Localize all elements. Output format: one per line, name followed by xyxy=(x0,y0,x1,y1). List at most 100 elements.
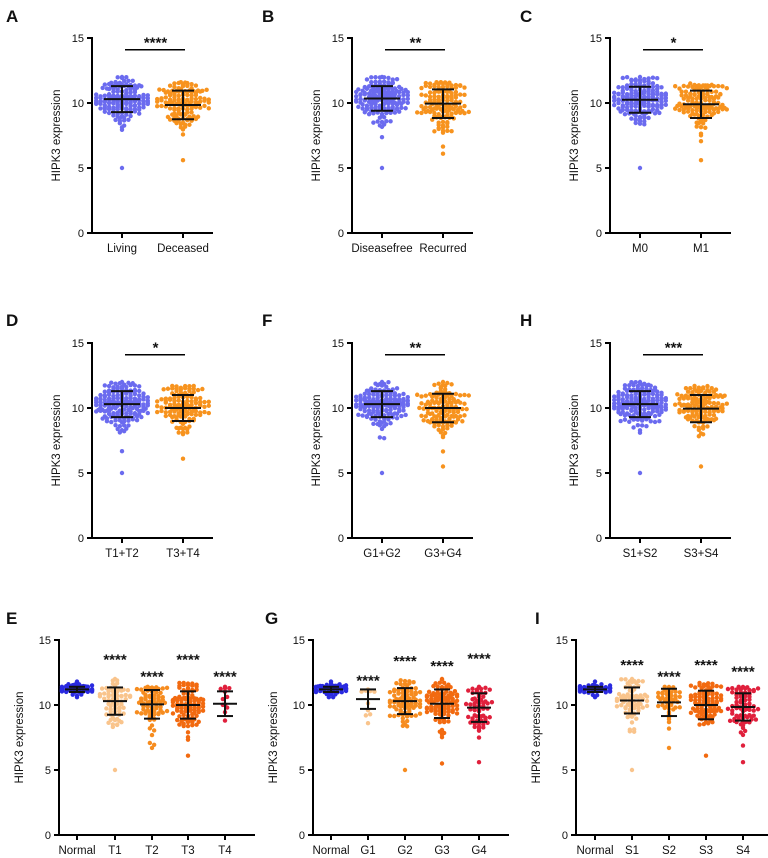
data-point xyxy=(111,93,116,98)
data-point xyxy=(454,698,460,704)
data-point xyxy=(698,464,704,469)
data-point xyxy=(634,693,639,699)
y-tick-label: 15 xyxy=(590,338,602,350)
data-point xyxy=(437,680,443,685)
significance-stars: *** xyxy=(665,340,683,357)
data-point xyxy=(377,123,383,128)
data-point xyxy=(453,391,459,397)
significance-stars: **** xyxy=(140,669,164,686)
data-point xyxy=(481,694,486,699)
data-point xyxy=(640,679,645,684)
x-tick-label: G2 xyxy=(397,845,412,857)
data-point xyxy=(364,388,370,393)
data-point xyxy=(445,119,450,125)
data-point xyxy=(655,398,660,403)
data-point xyxy=(472,707,477,713)
data-point xyxy=(198,95,203,101)
data-point xyxy=(449,382,454,387)
significance-stars: **** xyxy=(393,653,417,670)
data-point xyxy=(614,696,620,702)
data-point xyxy=(455,398,461,404)
y-tick-label: 15 xyxy=(72,33,84,45)
data-point xyxy=(400,716,406,721)
data-point xyxy=(108,707,113,712)
data-point xyxy=(620,88,625,93)
data-point xyxy=(703,753,709,758)
data-point xyxy=(423,105,428,110)
data-point xyxy=(708,709,713,714)
data-point xyxy=(663,395,668,401)
data-point xyxy=(124,88,129,93)
data-point xyxy=(172,414,177,419)
data-point xyxy=(427,81,433,86)
data-point xyxy=(427,84,433,90)
data-point xyxy=(690,108,695,113)
data-point xyxy=(191,390,196,395)
data-point xyxy=(478,697,484,703)
data-point xyxy=(100,85,105,91)
data-point xyxy=(106,396,112,401)
data-point xyxy=(387,713,393,719)
data-point xyxy=(714,695,719,700)
data-point xyxy=(424,698,430,703)
data-point xyxy=(110,681,116,686)
data-point xyxy=(679,393,684,399)
y-tick-label: 5 xyxy=(596,163,602,175)
data-point xyxy=(394,386,400,391)
data-point xyxy=(476,735,482,740)
data-point xyxy=(624,105,630,110)
data-point xyxy=(379,165,385,171)
data-point xyxy=(624,74,630,80)
data-point xyxy=(366,391,372,397)
data-point xyxy=(400,719,406,724)
data-point xyxy=(681,402,686,407)
data-point xyxy=(633,380,638,385)
data-point xyxy=(185,97,190,103)
data-point xyxy=(362,408,367,414)
data-point xyxy=(436,125,441,131)
data-point xyxy=(417,698,423,703)
data-point xyxy=(187,424,192,429)
data-point xyxy=(668,693,674,698)
data-point xyxy=(436,120,441,125)
data-point xyxy=(167,83,173,88)
data-point xyxy=(111,393,116,399)
data-point xyxy=(436,84,441,90)
data-point xyxy=(627,688,633,693)
significance-stars: **** xyxy=(657,669,681,686)
data-point xyxy=(163,100,168,105)
data-point xyxy=(453,413,459,419)
data-point xyxy=(343,683,349,688)
data-point xyxy=(181,680,186,686)
data-point xyxy=(440,119,446,125)
data-point xyxy=(642,94,647,100)
data-point xyxy=(158,708,163,713)
data-point xyxy=(436,112,441,117)
data-point xyxy=(337,682,342,687)
data-point xyxy=(439,676,445,682)
data-point xyxy=(424,705,430,710)
data-point xyxy=(616,91,621,97)
data-point xyxy=(644,698,650,704)
data-point xyxy=(224,694,230,700)
data-point xyxy=(141,391,146,396)
data-point xyxy=(126,418,131,423)
data-point xyxy=(373,105,378,110)
data-point xyxy=(698,125,704,130)
data-point xyxy=(637,379,643,385)
data-point xyxy=(449,413,454,419)
data-point xyxy=(102,397,108,403)
data-point xyxy=(154,685,159,690)
data-point xyxy=(688,385,693,391)
data-point xyxy=(137,384,142,389)
y-axis-label: HIPK3 expression xyxy=(14,691,26,783)
y-tick-label: 5 xyxy=(338,468,344,480)
data-point xyxy=(705,383,710,389)
data-point xyxy=(94,95,99,101)
data-point xyxy=(74,679,80,684)
data-point xyxy=(738,730,744,735)
data-point xyxy=(599,682,604,687)
data-point xyxy=(111,89,116,94)
data-point xyxy=(401,391,406,397)
data-point xyxy=(149,745,155,751)
